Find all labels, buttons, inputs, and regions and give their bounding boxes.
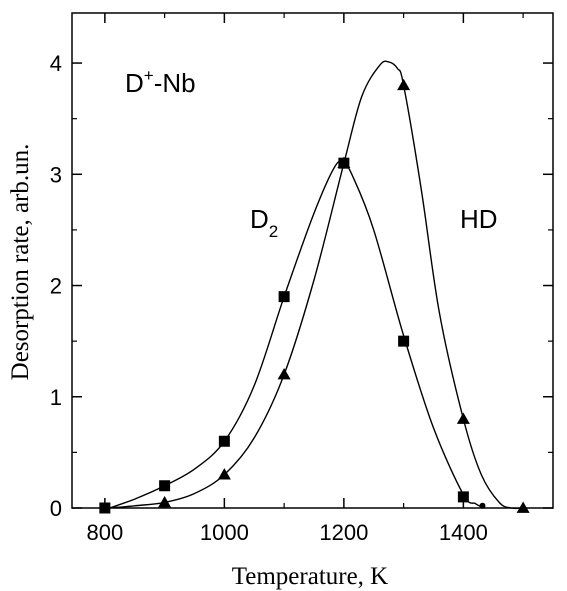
d2-label-base: D — [250, 204, 269, 234]
point-hd — [278, 368, 291, 379]
series-curves — [110, 61, 523, 508]
curve-hd — [110, 61, 523, 508]
point-hd — [457, 413, 470, 424]
point-d2 — [219, 436, 230, 447]
d2-label: D2 — [250, 204, 278, 241]
extra-dot-d2 — [479, 503, 485, 509]
y-tick-label: 1 — [50, 385, 62, 410]
point-d2 — [279, 291, 290, 302]
sample-label-rest: -Nb — [154, 68, 196, 98]
point-d2 — [159, 480, 170, 491]
hd-label: HD — [460, 204, 498, 234]
x-tick-label: 1000 — [200, 520, 249, 545]
point-hd — [397, 79, 410, 90]
tick-labels: 800 1000 1200 1400 0 1 2 3 4 — [50, 51, 488, 545]
axis-ticks — [72, 13, 553, 508]
sample-label-base: D — [125, 68, 144, 98]
y-tick-label: 3 — [50, 162, 62, 187]
curve-d2 — [110, 161, 482, 508]
y-tick-label: 4 — [50, 51, 62, 76]
y-tick-label: 2 — [50, 274, 62, 299]
point-hd — [517, 502, 530, 513]
series-markers — [99, 79, 529, 514]
point-d2 — [458, 491, 469, 502]
sample-label: D+-Nb — [125, 66, 196, 98]
x-axis-title: Temperature, K — [232, 563, 389, 590]
y-tick-label: 0 — [50, 496, 62, 521]
d2-label-sub: 2 — [269, 222, 278, 241]
x-tick-label: 1400 — [439, 520, 488, 545]
x-tick-label: 800 — [87, 520, 124, 545]
point-d2 — [398, 336, 409, 347]
x-tick-label: 1200 — [319, 520, 368, 545]
point-d2 — [99, 503, 110, 514]
plot-frame — [72, 13, 553, 508]
y-axis-title: Desorption rate, arb.un. — [7, 144, 34, 381]
sample-label-sup: + — [144, 66, 154, 85]
